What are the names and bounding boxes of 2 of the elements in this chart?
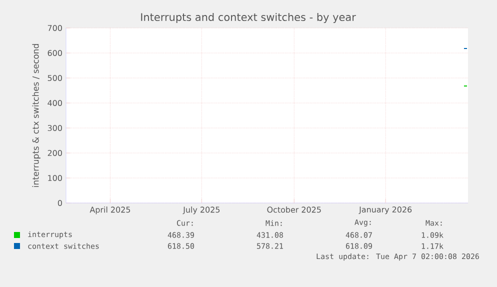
y-axis-title: interrupts & ctx switches / second [32, 44, 40, 187]
chart-title: Interrupts and context switches - by year [141, 12, 356, 24]
